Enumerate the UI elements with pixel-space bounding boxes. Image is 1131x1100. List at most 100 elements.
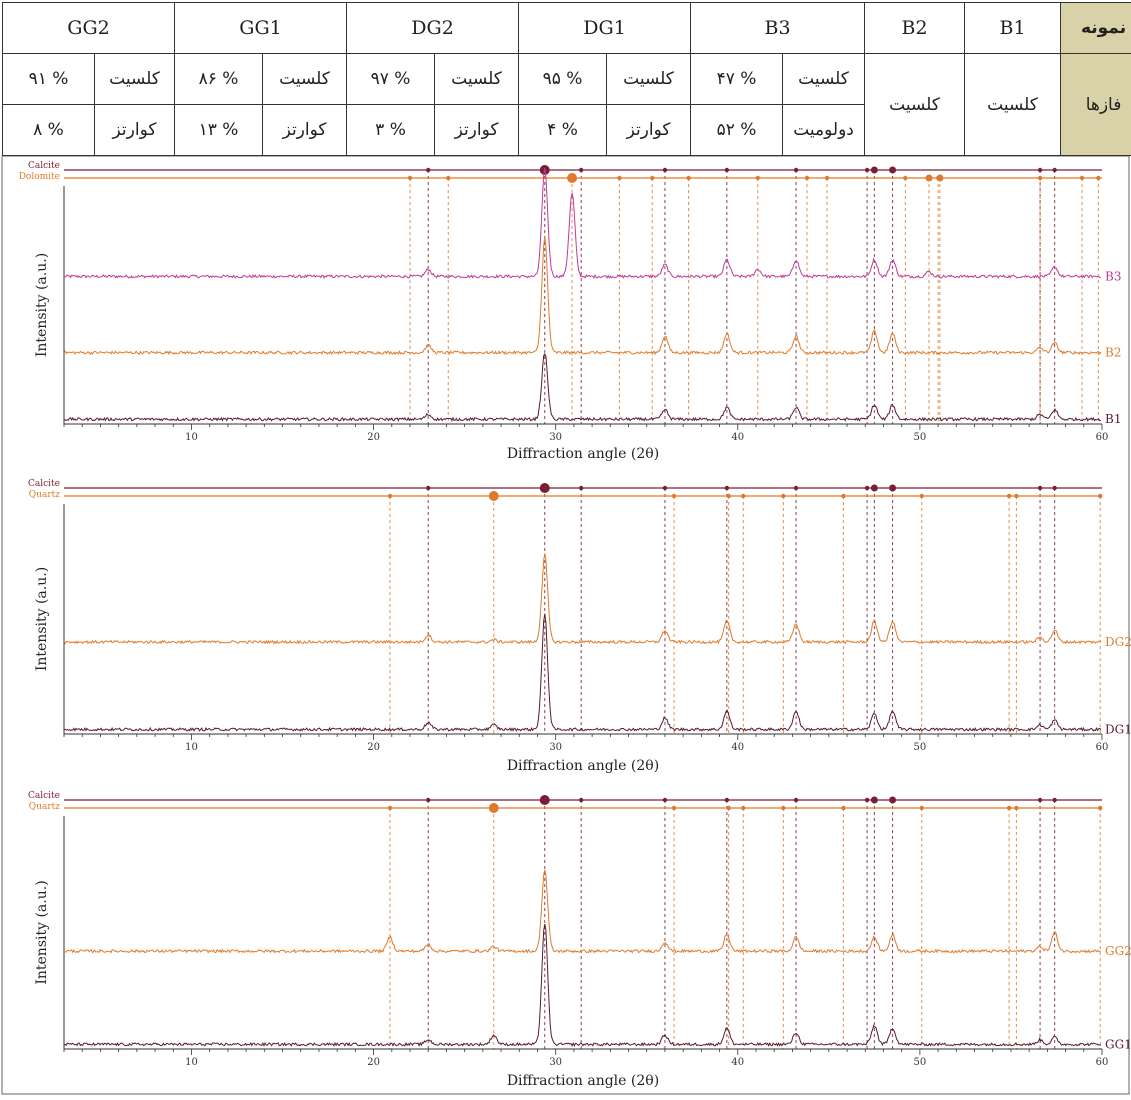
pattern-line-b2 <box>63 237 1102 356</box>
table-header-label: نمونه <box>1060 2 1131 54</box>
pattern-label: GG1 <box>1105 1037 1131 1051</box>
reference-peak-marker <box>864 485 870 491</box>
pattern-line-dg2 <box>63 553 1102 645</box>
x-tick-label: 30 <box>549 742 562 753</box>
reference-peak-marker <box>724 485 730 491</box>
x-tick-label: 50 <box>914 432 927 443</box>
phase-percent-cell: ۵۲ % <box>690 104 784 156</box>
phase-mineral-cell: کلسیت <box>964 53 1062 156</box>
y-axis-label: Intensity (a.u.) <box>34 880 50 984</box>
reference-peak-marker <box>686 175 691 181</box>
reference-peak-marker <box>446 175 451 181</box>
x-tick-label: 60 <box>1096 432 1109 443</box>
phase-mineral-cell: کلسیت <box>93 53 176 105</box>
pattern-label: DG1 <box>1105 722 1131 736</box>
reference-peak-marker <box>567 173 578 183</box>
phase-mineral-cell: کوارتز <box>606 104 692 156</box>
y-axis-label: Intensity (a.u.) <box>34 253 50 357</box>
sample-name-cell: DG2 <box>346 2 520 54</box>
reference-peak-marker <box>824 175 830 181</box>
x-tick-label: 20 <box>367 742 380 753</box>
pattern-line-dg1 <box>63 613 1102 732</box>
reference-peak-marker <box>617 175 622 181</box>
pattern-label: B3 <box>1105 269 1121 283</box>
x-tick-label: 10 <box>185 742 198 753</box>
reference-peak-marker <box>804 175 810 181</box>
sample-name-cell: B3 <box>690 2 866 54</box>
reference-peak-marker <box>741 805 746 811</box>
reference-peak-marker <box>870 484 878 492</box>
reference-peak-marker <box>925 174 933 182</box>
reference-peak-marker <box>864 797 870 803</box>
reference-peak-marker <box>724 167 730 173</box>
reference-peak-marker <box>741 493 746 499</box>
reference-peak-marker <box>1079 175 1085 181</box>
pattern-label: GG2 <box>1105 944 1131 958</box>
reference-peak-marker <box>662 485 668 491</box>
reference-phase-label: Dolomite <box>19 172 60 182</box>
x-tick-label: 20 <box>367 432 380 443</box>
phase-mineral-cell: کلسیت <box>606 53 692 105</box>
phase-table: GG2 GG1 DG2 DG1 B3 B2 B1 نمونه ۹۱ % کلسیت ۸۶ % کلسی… <box>1 2 1131 156</box>
reference-peak-marker <box>1052 167 1057 173</box>
reference-peak-marker <box>387 805 393 811</box>
phase-mineral-cell: کلسیت <box>434 53 520 105</box>
reference-phase-label: Calcite <box>28 161 60 171</box>
sample-name-cell: DG1 <box>518 2 692 54</box>
reference-peak-marker <box>387 493 393 499</box>
reference-peak-marker <box>426 485 431 491</box>
phase-percent-cell: ۸ % <box>2 104 95 156</box>
reference-peak-marker <box>870 796 878 804</box>
x-axis-label: Diffraction angle (2θ) <box>507 1073 659 1089</box>
x-tick-label: 10 <box>185 432 198 443</box>
sample-name-cell: B2 <box>864 2 966 54</box>
x-axis-label: Diffraction angle (2θ) <box>507 446 659 462</box>
pattern-label: B1 <box>1105 412 1121 426</box>
phase-percent-cell: ۳ % <box>346 104 436 156</box>
reference-peak-marker <box>889 166 897 174</box>
reference-peak-marker <box>726 493 731 499</box>
reference-peak-marker <box>864 167 870 173</box>
reference-peak-marker <box>841 493 846 499</box>
reference-peak-marker <box>781 493 786 499</box>
reference-peak-marker <box>889 796 897 804</box>
reference-peak-marker <box>1006 493 1012 499</box>
reference-peak-marker <box>1014 805 1019 811</box>
reference-peak-marker <box>578 167 584 173</box>
phase-mineral-cell: دولومیت <box>782 104 866 156</box>
pattern-label: DG2 <box>1105 635 1131 649</box>
reference-peak-marker <box>724 797 730 803</box>
reference-phase-label: Calcite <box>28 791 60 801</box>
reference-peak-marker <box>671 805 677 811</box>
reference-peak-marker <box>426 167 431 173</box>
reference-peak-marker <box>919 493 924 499</box>
phase-mineral-cell: کوارتز <box>434 104 520 156</box>
reference-peak-marker <box>919 805 924 811</box>
reference-peak-marker <box>1037 485 1043 491</box>
phase-percent-cell: ۱۳ % <box>174 104 264 156</box>
x-tick-label: 30 <box>549 1057 562 1068</box>
reference-peak-marker <box>1052 485 1057 491</box>
reference-peak-marker <box>1097 805 1103 811</box>
x-tick-label: 60 <box>1096 1057 1109 1068</box>
figure-frame <box>1 155 1130 1095</box>
phase-mineral-cell: کوارتز <box>93 104 176 156</box>
y-axis-label: Intensity (a.u.) <box>34 567 50 671</box>
reference-peak-marker <box>488 803 499 813</box>
pattern-line-b1 <box>63 352 1101 422</box>
x-tick-label: 20 <box>367 1057 380 1068</box>
x-tick-label: 50 <box>914 742 927 753</box>
pattern-line-gg1 <box>63 924 1102 1047</box>
reference-peak-marker <box>1096 175 1101 181</box>
phase-percent-cell: ۴ % <box>518 104 608 156</box>
x-tick-label: 40 <box>731 742 744 753</box>
reference-peak-marker <box>903 175 908 181</box>
reference-peak-marker <box>407 175 413 181</box>
reference-peak-marker <box>662 797 668 803</box>
x-tick-label: 60 <box>1096 742 1109 753</box>
phase-mineral-cell: کوارتز <box>262 104 348 156</box>
sample-name-cell: B1 <box>964 2 1062 54</box>
reference-peak-marker <box>870 166 878 174</box>
phase-percent-cell: ۹۱ % <box>2 53 95 105</box>
